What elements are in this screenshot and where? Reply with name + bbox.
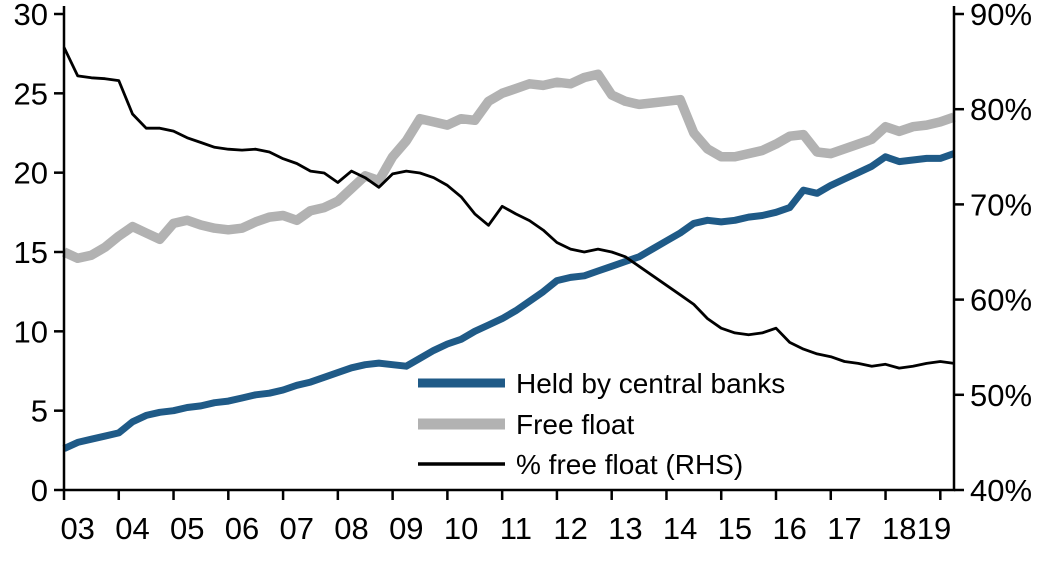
right-axis-tick-label: 60% <box>970 283 1032 318</box>
x-axis-tick-label: 16 <box>772 511 806 546</box>
right-axis-tick-label: 50% <box>970 378 1032 413</box>
right-axis-tick-label: 80% <box>970 92 1032 127</box>
legend-label-held-by-central-banks: Held by central banks <box>516 368 785 399</box>
x-axis-tick-label: 12 <box>553 511 587 546</box>
x-axis-tick-label: 03 <box>60 511 94 546</box>
x-axis-tick-label: 04 <box>115 511 149 546</box>
x-axis-tick-label: 18 <box>882 511 916 546</box>
x-axis-tick-label: 17 <box>827 511 861 546</box>
x-axis-tick-label: 07 <box>280 511 314 546</box>
legend: Held by central banks Free float % free fl… <box>418 368 785 480</box>
left-axis-tick-label: 20 <box>14 156 48 191</box>
x-axis-tick-label: 08 <box>334 511 368 546</box>
series-line-free-float <box>62 69 956 264</box>
series-line-free-float-rhs <box>62 46 955 370</box>
left-axis-tick-label: 0 <box>31 473 48 508</box>
x-axis-tick-label: 14 <box>663 511 697 546</box>
left-axis-tick-label: 25 <box>14 76 48 111</box>
x-axis-tick-label: 11 <box>500 511 532 546</box>
series-line-held-by-central-banks <box>62 150 956 452</box>
x-axis-tick-label: 05 <box>170 511 204 546</box>
right-axis-tick-label: 90% <box>970 0 1032 32</box>
left-axis-tick-label: 5 <box>31 394 48 429</box>
x-axis-tick-label: 10 <box>444 511 478 546</box>
x-axis-tick-label: 09 <box>389 511 423 546</box>
left-axis-tick-label: 15 <box>14 235 48 270</box>
left-axis-tick-label: 10 <box>14 314 48 349</box>
legend-label-free-float: Free float <box>516 409 634 440</box>
x-axis-tick-label: 19 <box>917 511 951 546</box>
right-axis-tick-label: 40% <box>970 473 1032 508</box>
legend-label-free-float-rhs: % free float (RHS) <box>516 449 743 480</box>
x-axis-tick-label: 15 <box>718 511 752 546</box>
right-axis-tick-label: 70% <box>970 187 1032 222</box>
left-axis-tick-label: 30 <box>14 0 48 32</box>
x-axis-tick-label: 13 <box>608 511 642 546</box>
x-axis-tick-label: 06 <box>225 511 259 546</box>
